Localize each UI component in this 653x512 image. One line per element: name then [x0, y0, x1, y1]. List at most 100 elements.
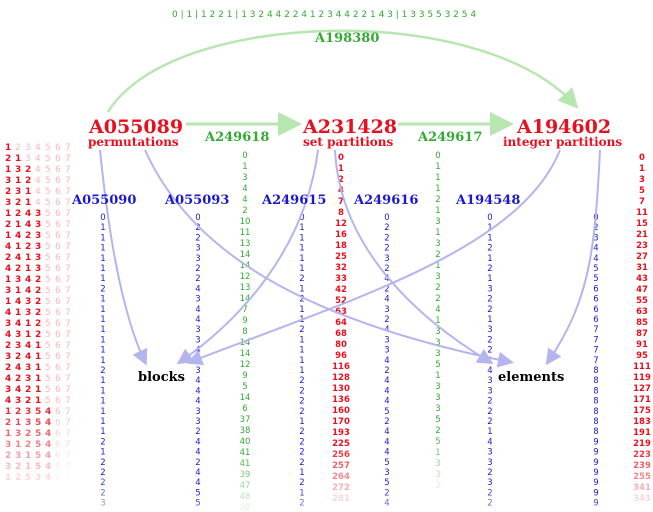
label-a055090[interactable]: A055090	[71, 193, 136, 208]
column-value: 9	[593, 458, 598, 468]
column-value: 1	[639, 164, 645, 174]
column-value: 3	[384, 254, 389, 264]
column-value: 1	[299, 417, 304, 427]
column-value: 2	[435, 426, 440, 436]
a198380-sequence: 0 | 1 | 1 2 2 1 | 1 3 2 4 4 2 2 4 1 2 3 …	[172, 10, 476, 20]
column-value: 8	[593, 366, 598, 376]
column-value: 4	[384, 376, 389, 386]
column-value: 14	[240, 294, 251, 304]
column-value: 2	[384, 488, 389, 498]
column-value: 2	[487, 335, 492, 345]
column-value: 1	[100, 315, 105, 325]
column-value: 4	[435, 305, 440, 315]
column-value: 2	[100, 366, 105, 376]
column-value: 4	[195, 448, 200, 458]
column-value: 6	[593, 305, 598, 315]
column-value: 7	[593, 335, 598, 345]
column-value: 7	[338, 197, 344, 207]
column-value: 2	[384, 366, 389, 376]
column-value: 21	[636, 230, 648, 240]
column-value: 3	[639, 175, 645, 185]
label-a198380[interactable]: A198380	[314, 31, 379, 46]
column-value: 1	[100, 427, 105, 437]
column-value: 1	[487, 315, 492, 325]
column-value: 12	[335, 219, 347, 229]
blue-arrows	[99, 149, 601, 368]
column-value: 1	[242, 162, 247, 172]
column-value: 8	[593, 417, 598, 427]
column-value: 14	[240, 349, 251, 359]
column-value: 4	[384, 356, 389, 366]
column-value: 4	[384, 386, 389, 396]
label-a249615[interactable]: A249615	[261, 193, 326, 208]
column-value: 41	[240, 459, 251, 469]
column-value: 2	[195, 458, 200, 468]
column-col4: 0124781216182532334252636468809611612813…	[332, 153, 350, 504]
label-a231428[interactable]: A231428	[302, 116, 397, 138]
column-value: 2	[299, 407, 304, 417]
column-value: 2	[384, 223, 389, 233]
column-value: 2	[487, 264, 492, 274]
column-value: 3	[435, 239, 440, 249]
label-a249617[interactable]: A249617	[417, 130, 482, 145]
column-value: 1	[435, 173, 440, 183]
column-value: 5	[435, 437, 440, 447]
label-a249616[interactable]: A249616	[353, 193, 418, 208]
column-value: 343	[633, 494, 651, 504]
column-value: 12	[240, 360, 251, 370]
column-value: 3	[195, 254, 200, 264]
label-a194602[interactable]: A194602	[516, 116, 611, 138]
column-value: 3	[195, 417, 200, 427]
label-a194548[interactable]: A194548	[455, 193, 520, 208]
column-value: 3	[435, 327, 440, 337]
column-value: 50	[240, 503, 251, 512]
column-value: 63	[636, 307, 648, 317]
column-value: 4	[195, 305, 200, 315]
column-value: 3	[487, 458, 492, 468]
column-value: 43	[636, 274, 648, 284]
column-value: 1	[100, 244, 105, 254]
column-value: 5	[593, 264, 598, 274]
column-value: 1	[100, 397, 105, 407]
label-a249618[interactable]: A249618	[204, 130, 269, 145]
column-value: 1	[299, 366, 304, 376]
column-value: 2	[487, 488, 492, 498]
column-value: 1	[435, 316, 440, 326]
arc-arrow-a198380	[106, 29, 579, 113]
column-value: 3	[435, 459, 440, 469]
column-value: 1	[100, 356, 105, 366]
label-a055089[interactable]: A055089	[88, 116, 183, 138]
column-value: 4	[487, 437, 492, 447]
column-value: 11	[636, 208, 648, 218]
label-a055093[interactable]: A055093	[164, 193, 229, 208]
column-value: 9	[593, 448, 598, 458]
column-value: 55	[636, 296, 648, 306]
column-value: 1	[299, 223, 304, 233]
column-value: 1	[435, 261, 440, 271]
column-value: 2	[487, 305, 492, 315]
column-value: 3	[195, 407, 200, 417]
column-value: 1	[435, 448, 440, 458]
column-value: 14	[240, 393, 251, 403]
column-value: 2	[487, 417, 492, 427]
column-value: 8	[593, 376, 598, 386]
column-value: 8	[593, 397, 598, 407]
column-value: 5	[384, 458, 389, 468]
column-value: 91	[636, 340, 648, 350]
column-value: 63	[335, 307, 347, 317]
column-value: 1	[435, 371, 440, 381]
column-value: 2	[384, 233, 389, 243]
column-value: 2	[100, 437, 105, 447]
column-value: 8	[242, 327, 247, 337]
column-value: 127	[633, 384, 651, 394]
permutation-list: 1 2 3 4 5 6 72 1 3 4 5 6 71 3 2 4 5 6 73 1 2 4 5 6 72 3 1 4 5 6 73 2 1 4 5…	[5, 143, 71, 483]
column-value: 1	[299, 305, 304, 315]
